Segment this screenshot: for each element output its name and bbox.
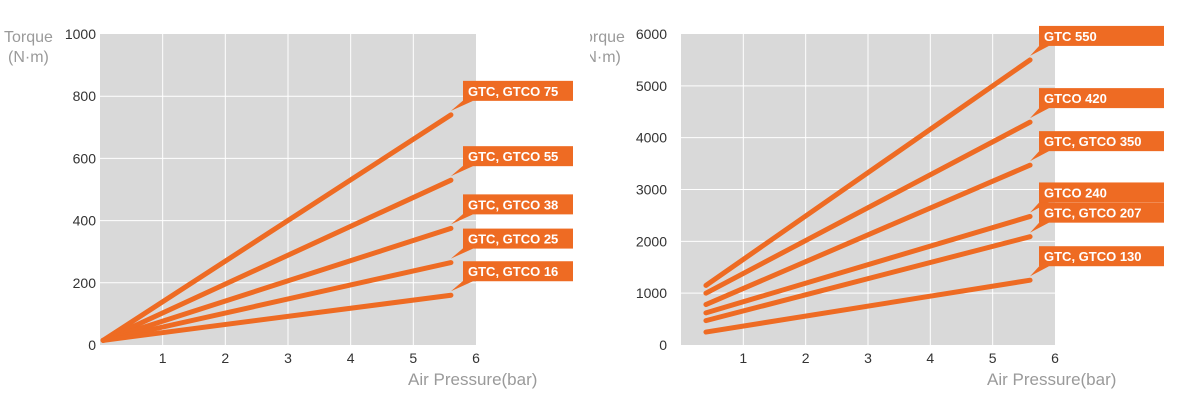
y-tick-label: 800 xyxy=(73,88,97,104)
series-tag-pointer xyxy=(1030,149,1049,162)
series-label: GTC, GTCO 25 xyxy=(468,232,558,247)
x-axis-label: Air Pressure(bar) xyxy=(408,370,537,389)
series-line xyxy=(703,213,1033,316)
series-line xyxy=(703,162,1033,308)
x-tick-label: 1 xyxy=(159,350,167,366)
series-label: GTCO 420 xyxy=(1044,91,1107,106)
series-tag xyxy=(1039,131,1164,152)
series-line xyxy=(100,225,454,343)
series-tag xyxy=(1039,88,1164,109)
series-tag xyxy=(463,80,573,101)
series-line xyxy=(100,292,454,343)
series-line xyxy=(100,260,454,343)
x-tick-label: 2 xyxy=(802,350,810,366)
y-axis-label: Torque xyxy=(4,29,53,46)
x-tick-label: 1 xyxy=(739,350,747,366)
y-tick-label: 0 xyxy=(88,337,96,353)
x-tick-label: 4 xyxy=(347,350,355,366)
x-tick-label: 5 xyxy=(989,350,997,366)
series-line xyxy=(100,112,454,343)
series-tag-pointer xyxy=(450,246,473,259)
series-label: GTC, GTCO 75 xyxy=(468,84,558,99)
series-tag xyxy=(1039,182,1164,203)
x-tick-label: 5 xyxy=(409,350,417,366)
y-tick-label: 1000 xyxy=(636,285,667,301)
x-tick-label: 4 xyxy=(926,350,934,366)
y-axis-unit: (N·m) xyxy=(8,49,49,66)
series-tag xyxy=(463,228,573,249)
y-axis-unit: (N·m) xyxy=(590,49,621,66)
series-label: GTC, GTCO 207 xyxy=(1044,206,1142,221)
y-tick-label: 400 xyxy=(73,213,97,229)
x-tick-label: 6 xyxy=(472,350,480,366)
x-tick-label: 3 xyxy=(284,350,292,366)
series-label: GTC, GTCO 55 xyxy=(468,149,558,164)
series-tag-pointer xyxy=(450,279,473,292)
series-label: GTC, GTCO 16 xyxy=(468,264,558,279)
series-tag xyxy=(463,146,573,167)
series-tag-pointer xyxy=(1030,43,1049,56)
series-line xyxy=(703,57,1033,288)
series-tag xyxy=(1039,25,1164,46)
series-line xyxy=(100,177,454,343)
y-tick-label: 3000 xyxy=(636,182,667,198)
series-label: GTC, GTCO 38 xyxy=(468,197,558,212)
series-tag-pointer xyxy=(450,164,473,177)
y-tick-label: 2000 xyxy=(636,233,667,249)
series-tag-pointer xyxy=(450,212,473,225)
series-line xyxy=(703,119,1033,296)
y-tick-label: 5000 xyxy=(636,78,667,94)
y-tick-label: 1000 xyxy=(65,26,96,42)
series-label: GTCO 240 xyxy=(1044,185,1107,200)
series-tag xyxy=(463,261,573,282)
series-line xyxy=(703,234,1033,324)
series-tag xyxy=(1039,202,1164,223)
series-tag xyxy=(463,194,573,215)
series-tag xyxy=(1039,246,1164,267)
x-tick-label: 3 xyxy=(864,350,872,366)
series-label: GTC 550 xyxy=(1044,29,1097,44)
x-tick-label: 2 xyxy=(221,350,229,366)
y-axis-label: Torque xyxy=(590,29,625,46)
y-tick-label: 0 xyxy=(659,337,667,353)
x-tick-label: 6 xyxy=(1051,350,1059,366)
chart-left: 0 200 400 600 800 1000 1 2 3 4 5 6 Torque (N·m) Air Pr… xyxy=(4,26,573,389)
series-tag-pointer xyxy=(1030,264,1049,277)
y-tick-label: 6000 xyxy=(636,26,667,42)
series-tag-pointer xyxy=(1030,220,1049,233)
series-line xyxy=(703,277,1033,335)
series-label: GTC, GTCO 130 xyxy=(1044,249,1142,264)
x-axis-label: Air Pressure(bar) xyxy=(987,370,1116,389)
y-tick-label: 4000 xyxy=(636,130,667,146)
series-tag-pointer xyxy=(1030,106,1049,119)
y-tick-label: 200 xyxy=(73,275,97,291)
chart-right: 0 1000 2000 3000 4000 5000 6000 1 2 3 4 5 6 Torque (N·… xyxy=(590,25,1164,389)
series-label: GTC, GTCO 350 xyxy=(1044,134,1142,149)
series-tag-pointer xyxy=(450,98,473,111)
y-tick-label: 600 xyxy=(73,150,97,166)
